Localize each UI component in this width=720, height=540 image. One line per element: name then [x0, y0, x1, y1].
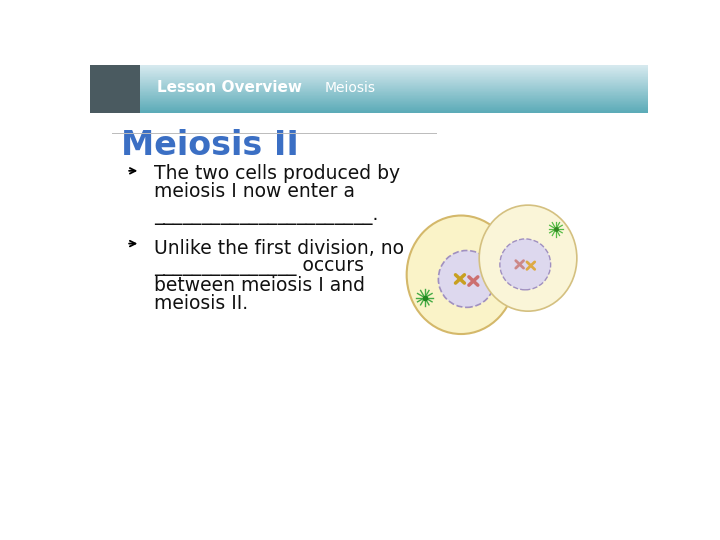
Bar: [90, 76, 648, 77]
Bar: [90, 93, 648, 94]
Bar: [90, 78, 648, 79]
Bar: [90, 71, 648, 72]
Bar: [90, 67, 648, 68]
Bar: [90, 107, 648, 108]
Bar: [90, 87, 648, 88]
Text: Meiosis II: Meiosis II: [121, 129, 299, 162]
Bar: [90, 103, 648, 104]
Text: between meiosis I and: between meiosis I and: [154, 275, 365, 295]
Bar: [90, 92, 648, 93]
Bar: [90, 84, 648, 85]
FancyBboxPatch shape: [90, 65, 140, 113]
Text: Lesson Overview: Lesson Overview: [157, 80, 302, 95]
Bar: [90, 104, 648, 105]
Bar: [90, 80, 648, 81]
Bar: [90, 69, 648, 70]
Bar: [90, 86, 648, 87]
Bar: [90, 95, 648, 96]
Text: Meiosis: Meiosis: [324, 81, 375, 94]
Bar: [90, 82, 648, 83]
Bar: [90, 97, 648, 98]
Bar: [90, 106, 648, 107]
Ellipse shape: [500, 239, 551, 290]
Bar: [90, 85, 648, 86]
Bar: [90, 99, 648, 100]
Bar: [90, 100, 648, 102]
Bar: [90, 83, 648, 84]
Bar: [90, 105, 648, 106]
Bar: [90, 111, 648, 112]
Bar: [90, 77, 648, 78]
Text: _______________________.: _______________________.: [154, 206, 379, 225]
Text: meiosis I now enter a: meiosis I now enter a: [154, 182, 355, 201]
Bar: [90, 91, 648, 92]
Text: Unlike the first division, no: Unlike the first division, no: [154, 239, 404, 258]
Bar: [90, 96, 648, 97]
Bar: [90, 79, 648, 80]
Bar: [90, 90, 648, 91]
Bar: [90, 102, 648, 103]
Bar: [90, 81, 648, 82]
Bar: [90, 89, 648, 90]
Bar: [90, 73, 648, 74]
Bar: [90, 75, 648, 76]
Ellipse shape: [480, 205, 577, 311]
Bar: [90, 66, 648, 67]
Bar: [90, 112, 648, 113]
Bar: [90, 74, 648, 75]
Text: _______________ occurs: _______________ occurs: [154, 258, 364, 276]
Bar: [90, 72, 648, 73]
Bar: [90, 108, 648, 109]
Text: meiosis II.: meiosis II.: [154, 294, 248, 313]
Bar: [90, 109, 648, 110]
Bar: [90, 110, 648, 111]
Bar: [90, 98, 648, 99]
Ellipse shape: [438, 251, 495, 307]
Bar: [90, 68, 648, 69]
Text: The two cells produced by: The two cells produced by: [154, 164, 400, 183]
Ellipse shape: [407, 215, 516, 334]
Bar: [90, 65, 648, 66]
Bar: [90, 70, 648, 71]
Bar: [90, 94, 648, 95]
Bar: [90, 88, 648, 89]
